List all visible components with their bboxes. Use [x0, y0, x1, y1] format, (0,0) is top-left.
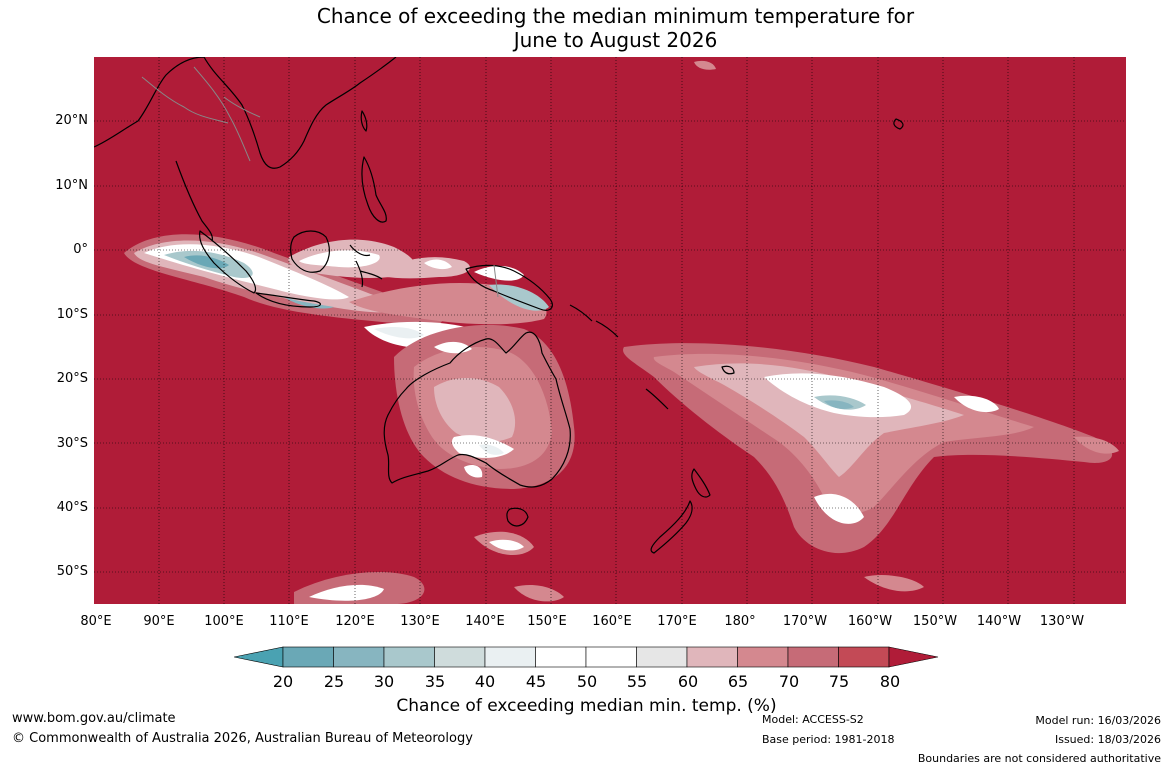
tasmania-coastline — [506, 507, 529, 527]
colorbar-bin — [282, 646, 334, 668]
colorbar-tick-20: 20 — [272, 672, 294, 691]
lon-label-150w: 150°W — [912, 614, 958, 629]
colorbar-tick-30: 30 — [373, 672, 395, 691]
colorbar-bin — [585, 646, 637, 668]
java-coastline — [255, 292, 321, 308]
lat-label-30s: 30°S — [56, 436, 88, 451]
colorbar-bin — [484, 646, 536, 668]
colorbar-bin — [333, 646, 385, 668]
colorbar-label: Chance of exceeding median min. temp. (%… — [396, 696, 777, 716]
lat-label-10n: 10°N — [55, 178, 88, 193]
colorbar — [234, 646, 939, 668]
footer-issued: Issued: 18/03/2026 — [1054, 733, 1161, 746]
lat-label-10s: 10°S — [56, 307, 88, 322]
footer-website: www.bom.gov.au/climate — [12, 711, 176, 726]
footer-model-run: Model run: 16/03/2026 — [1035, 714, 1161, 727]
colorbar-bin — [686, 646, 738, 668]
lon-label-90e: 90°E — [143, 614, 175, 629]
footer-copyright: © Commonwealth of Australia 2026, Austra… — [12, 731, 473, 746]
lon-label-160e: 160°E — [592, 614, 632, 629]
lon-label-140w: 140°W — [976, 614, 1022, 629]
colorbar-tick-75: 75 — [828, 672, 850, 691]
lat-label-50s: 50°S — [56, 564, 88, 579]
colorbar-bin — [383, 646, 435, 668]
lon-label-130e: 130°E — [400, 614, 440, 629]
lon-label-150e: 150°E — [527, 614, 567, 629]
colorbar-tick-60: 60 — [677, 672, 699, 691]
hawaii-coastline — [893, 118, 904, 130]
solomon-islands-coastline — [569, 304, 619, 338]
colorbar-tick-80: 80 — [879, 672, 901, 691]
probability-map — [94, 57, 1126, 604]
colorbar-bin — [535, 646, 587, 668]
footer-base-period: Base period: 1981-2018 — [762, 733, 895, 746]
lon-label-110e: 110°E — [269, 614, 309, 629]
colorbar-bin — [838, 646, 890, 668]
colorbar-bin — [737, 646, 789, 668]
taiwan-coastline — [360, 110, 368, 132]
sulawesi-coastline — [349, 244, 383, 288]
colorbar-bins — [282, 646, 890, 668]
lat-label-0: 0° — [73, 242, 88, 257]
lon-label-100e: 100°E — [204, 614, 244, 629]
new-guinea-coastline — [465, 264, 553, 311]
lat-label-40s: 40°S — [56, 500, 88, 515]
colorbar-tick-35: 35 — [424, 672, 446, 691]
footer-model: Model: ACCESS-S2 — [762, 713, 864, 726]
borneo-coastline — [290, 230, 330, 273]
map-graticule — [94, 57, 1126, 604]
lon-label-140e: 140°E — [465, 614, 505, 629]
new-zealand-coastline — [650, 468, 711, 554]
footer-disclaimer: Boundaries are not considered authoritat… — [917, 752, 1161, 765]
map-title-line-1: Chance of exceeding the median minimum t… — [316, 4, 915, 28]
malay-peninsula-coastline — [175, 160, 213, 242]
colorbar-bin — [636, 646, 688, 668]
colorbar-bin — [787, 646, 839, 668]
lon-label-160w: 160°W — [847, 614, 893, 629]
philippines-coastline — [361, 156, 387, 223]
south-pacific-anomaly — [623, 343, 1119, 554]
lon-label-180: 180° — [724, 614, 756, 629]
colorbar-tick-45: 45 — [525, 672, 547, 691]
lon-label-130w: 130°W — [1039, 614, 1085, 629]
colorbar-over-arrow — [888, 646, 939, 668]
coastlines — [94, 57, 904, 554]
colorbar-tick-40: 40 — [474, 672, 496, 691]
lat-label-20n: 20°N — [55, 113, 88, 128]
lat-label-20s: 20°S — [56, 371, 88, 386]
colorbar-tick-25: 25 — [323, 672, 345, 691]
colorbar-bin — [434, 646, 486, 668]
southern-ocean-anomaly — [294, 60, 924, 604]
map-canvas — [94, 57, 1126, 604]
colorbar-tick-55: 55 — [626, 672, 648, 691]
colorbar-tick-50: 50 — [576, 672, 598, 691]
australia-coastline — [383, 331, 571, 488]
lon-label-120e: 120°E — [335, 614, 375, 629]
sumatra-coastline — [199, 230, 257, 294]
fiji-coastline — [721, 365, 735, 375]
colorbar-tick-65: 65 — [727, 672, 749, 691]
country-borders — [141, 66, 499, 298]
colorbar-tick-70: 70 — [778, 672, 800, 691]
colorbar-under-arrow — [234, 646, 284, 668]
new-caledonia-coastline — [645, 388, 669, 410]
lon-label-170e: 170°E — [657, 614, 697, 629]
map-title: Chance of exceeding the median minimum t… — [0, 4, 1173, 52]
lon-label-170w: 170°W — [782, 614, 828, 629]
australia-anomaly — [394, 324, 575, 489]
map-title-line-2: June to August 2026 — [513, 28, 718, 52]
lon-label-80e: 80°E — [80, 614, 112, 629]
